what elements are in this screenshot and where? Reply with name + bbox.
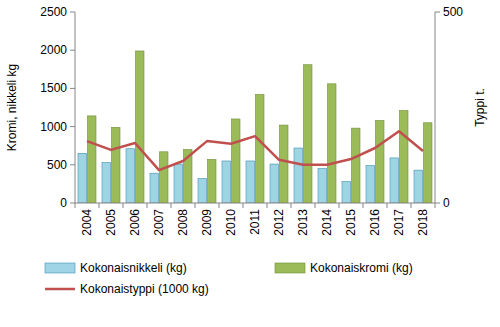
y2-axis-line [435, 12, 436, 203]
x-tick [123, 203, 124, 208]
bar [256, 95, 265, 203]
plot-marks [78, 51, 432, 203]
x-tick-label: 2009 [200, 209, 214, 236]
x-tick-label: 2013 [296, 209, 310, 236]
x-tick [267, 203, 268, 208]
bar [136, 51, 145, 203]
y-tick-label: 1000 [40, 120, 67, 134]
x-tick [243, 203, 244, 208]
bar [390, 158, 399, 203]
bar [112, 127, 121, 203]
y-tick [70, 203, 75, 204]
line [87, 131, 423, 170]
bar [424, 123, 433, 203]
bar [174, 164, 183, 203]
x-tick-label: 2006 [128, 209, 142, 236]
bar [102, 163, 111, 203]
bar [126, 149, 135, 203]
x-tick-label: 2012 [272, 209, 286, 236]
y-tick-label: 2000 [40, 43, 67, 57]
bar [328, 84, 337, 203]
x-tick-label: 2005 [104, 209, 118, 236]
y2-tick-label: 0 [443, 196, 450, 210]
y-tick [70, 12, 75, 13]
x-tick-label: 2011 [248, 209, 262, 235]
bar [352, 128, 361, 203]
x-tick [435, 203, 436, 208]
y2-tick [435, 12, 440, 13]
x-tick [75, 203, 76, 208]
x-tick [147, 203, 148, 208]
bar [304, 65, 313, 203]
y-tick [70, 164, 75, 165]
bar [222, 161, 231, 203]
legend-label: Kokonaisnikkeli (kg) [80, 261, 187, 275]
bar [318, 169, 327, 203]
x-tick-label: 2004 [80, 209, 94, 236]
y-axis-title: Kromi, nikkeli kg [5, 64, 19, 151]
x-tick [291, 203, 292, 208]
y-tick [70, 88, 75, 89]
legend-key [45, 263, 75, 273]
bar [150, 173, 159, 203]
x-tick-label: 2008 [176, 209, 190, 236]
x-tick [387, 203, 388, 208]
legend-key [45, 288, 75, 291]
bar [280, 125, 289, 203]
y-axis-line [75, 12, 76, 203]
x-tick [219, 203, 220, 208]
bar [400, 111, 409, 203]
bar [270, 164, 279, 203]
y-tick-label: 500 [47, 158, 67, 172]
bar [78, 153, 87, 203]
y2-tick-label: 500 [443, 5, 463, 19]
bar [160, 152, 169, 203]
x-tick-label: 2010 [224, 209, 238, 236]
y2-axis-title: Typpi t. [473, 88, 487, 127]
x-tick [99, 203, 100, 208]
chart: 0 500 1000 1500 2000 2500 0 500 2004 2005 2006 2007… [0, 0, 500, 327]
y-tick-label: 0 [60, 196, 67, 210]
y2-tick [435, 203, 440, 204]
legend-label: Kokonaistyppi (1000 kg) [80, 282, 209, 296]
y-tick [70, 50, 75, 51]
x-tick [411, 203, 412, 208]
bar [414, 170, 423, 203]
x-tick-label: 2018 [416, 209, 430, 236]
y-tick-label: 1500 [40, 81, 67, 95]
bar [294, 148, 303, 203]
x-tick [195, 203, 196, 208]
x-tick-label: 2007 [152, 209, 166, 236]
bar [232, 119, 241, 203]
y-tick-label: 2500 [40, 5, 67, 19]
x-axis-line [75, 203, 435, 204]
bar [376, 120, 385, 203]
x-tick-label: 2017 [392, 209, 406, 236]
legend: Kokonaisnikkeli (kg) Kokonaiskromi (kg) Ko… [45, 261, 413, 296]
x-tick [315, 203, 316, 208]
x-tick-label: 2015 [344, 209, 358, 236]
bar [198, 179, 207, 203]
legend-label: Kokonaiskromi (kg) [310, 261, 413, 275]
bar [366, 166, 375, 203]
x-tick [363, 203, 364, 208]
x-tick-label: 2016 [368, 209, 382, 236]
bar [88, 116, 97, 203]
x-tick [339, 203, 340, 208]
x-tick-label: 2014 [320, 209, 334, 236]
bar [208, 159, 217, 203]
bar [342, 182, 351, 203]
y-tick [70, 126, 75, 127]
bar [246, 161, 255, 203]
legend-key [275, 263, 305, 273]
x-tick [171, 203, 172, 208]
